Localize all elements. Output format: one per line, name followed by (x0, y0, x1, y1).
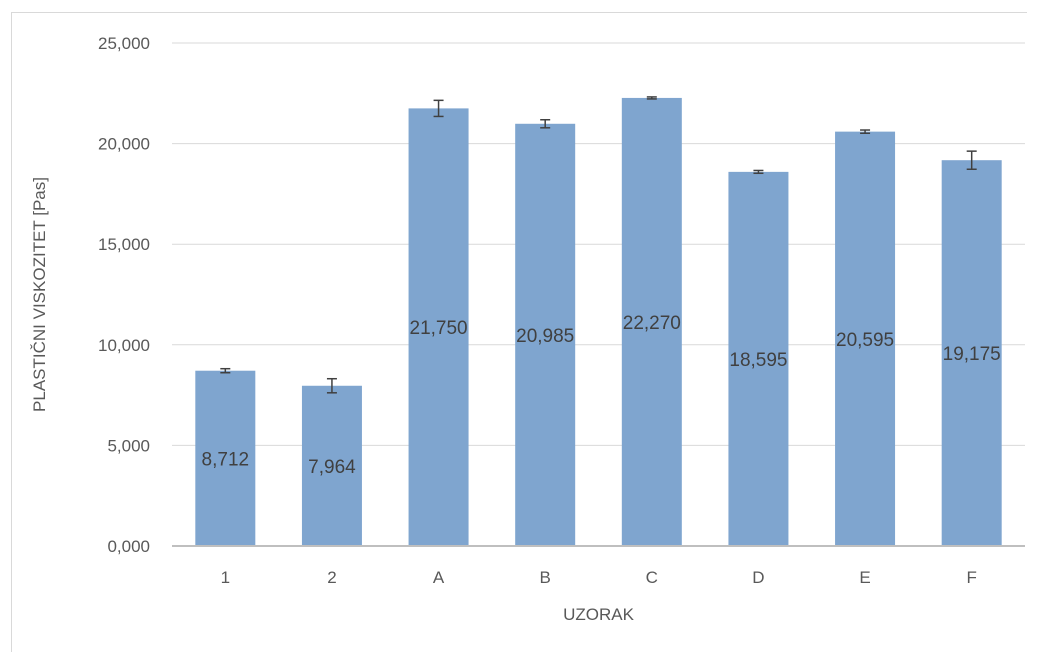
x-tick-label: 1 (221, 568, 230, 587)
x-tick-label: B (540, 568, 551, 587)
bar-B (515, 123, 576, 546)
bar-E (835, 131, 896, 546)
y-axis-title: PLASTIČNI VISKOZITET [Pas] (30, 177, 49, 412)
y-axis-ticks: 0,000 5,000 10,000 15,000 20,000 25,000 (98, 34, 150, 556)
bar-D (728, 171, 789, 547)
data-labels: 8,712 7,964 21,750 20,985 22,270 18,595 20,595… (202, 313, 1001, 478)
y-tick-label: 20,000 (98, 135, 150, 154)
data-label-D: 18,595 (729, 350, 787, 371)
error-bar-E (860, 129, 871, 134)
error-bar-C (646, 96, 657, 100)
bar-F (941, 160, 1002, 546)
y-tick-label: 25,000 (98, 34, 150, 53)
y-tick-label: 15,000 (98, 235, 150, 254)
bar-1 (195, 370, 256, 546)
data-label-F: 19,175 (943, 344, 1001, 365)
x-tick-label: F (966, 568, 976, 587)
bar-A (408, 108, 469, 546)
error-bar-A (433, 99, 444, 118)
x-axis-title: UZORAK (563, 605, 635, 624)
chart-frame (11, 12, 1027, 652)
y-tick-label: 10,000 (98, 336, 150, 355)
x-axis-ticks: 1 2 A B C D E F (221, 568, 977, 587)
x-tick-label: A (433, 568, 445, 587)
y-tick-label: 5,000 (107, 436, 150, 455)
x-tick-label: C (646, 568, 658, 587)
bar-C (621, 97, 682, 546)
data-label-A: 21,750 (410, 318, 468, 339)
data-label-1: 8,712 (202, 449, 250, 470)
data-label-2: 7,964 (308, 457, 356, 478)
gridlines (172, 42, 1025, 446)
error-bar-F (966, 150, 977, 171)
error-bar-1 (220, 367, 231, 374)
error-bar-2 (326, 377, 337, 394)
bar-2 (301, 385, 362, 546)
error-bar-D (753, 169, 764, 175)
bars (195, 97, 1002, 547)
x-tick-label: E (859, 568, 870, 587)
data-label-B: 20,985 (516, 326, 574, 347)
y-tick-label: 0,000 (107, 537, 150, 556)
error-bars (220, 96, 977, 394)
x-tick-label: 2 (327, 568, 336, 587)
error-bar-B (540, 119, 551, 129)
x-tick-label: D (752, 568, 764, 587)
data-label-E: 20,595 (836, 330, 894, 351)
data-label-C: 22,270 (623, 313, 681, 334)
